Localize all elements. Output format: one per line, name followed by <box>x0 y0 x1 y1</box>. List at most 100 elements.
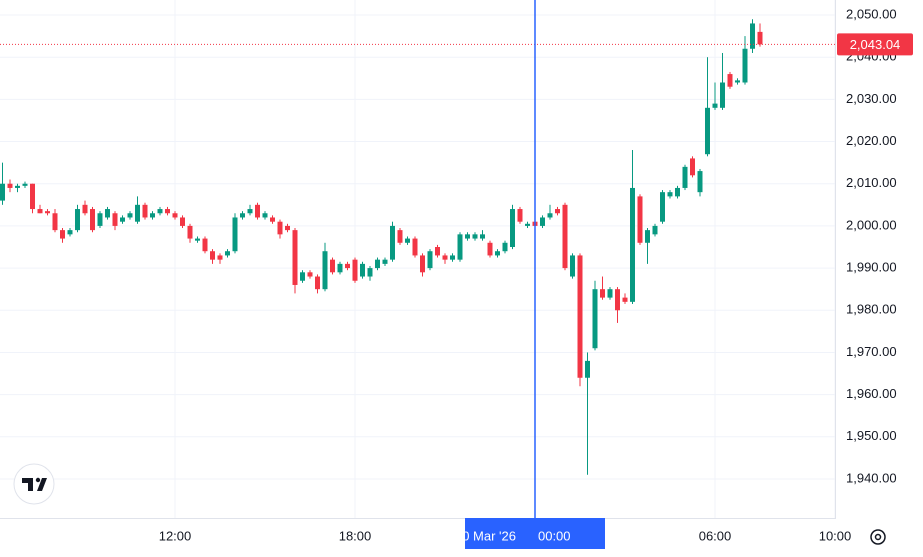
candle-body <box>577 255 583 378</box>
candle-body <box>37 209 43 214</box>
y-tick-label: 1,940.00 <box>846 470 897 485</box>
candle-body <box>554 209 560 214</box>
candle-body <box>472 234 478 239</box>
candle-body <box>607 289 613 298</box>
y-tick-label: 2,030.00 <box>846 91 897 106</box>
candle-body <box>412 238 418 256</box>
candle-body <box>239 213 245 218</box>
x-tick-label: 06:00 <box>699 528 732 543</box>
candle-body <box>314 276 320 290</box>
candle-body <box>164 209 170 214</box>
candle-body <box>614 289 620 311</box>
candle-body <box>329 259 335 273</box>
candle-body <box>217 255 223 260</box>
candle-body <box>157 209 163 214</box>
candle-body <box>697 171 703 193</box>
candle-body <box>22 183 28 186</box>
candle-body <box>127 213 133 218</box>
candle-body <box>67 230 73 235</box>
candle-body <box>457 234 463 260</box>
candle-body <box>449 255 455 260</box>
candle-body <box>419 255 425 273</box>
candle-body <box>82 204 88 214</box>
candle-body <box>284 225 290 231</box>
candle-body <box>277 221 283 235</box>
candle-body <box>622 297 628 302</box>
candle-body <box>44 211 50 214</box>
last-price-label: 2,043.04 <box>850 37 901 52</box>
crosshair-date: 30 Mar '26 <box>455 528 516 543</box>
y-tick-label: 1,970.00 <box>846 344 897 359</box>
candle-body <box>397 230 403 243</box>
candle-body <box>592 289 598 349</box>
candle-body <box>224 251 230 256</box>
candle-body <box>232 217 238 252</box>
candle-body <box>464 234 470 239</box>
y-tick-label: 2,000.00 <box>846 217 897 232</box>
candle-body <box>359 263 365 277</box>
candle-body <box>382 259 388 264</box>
candle-body <box>262 213 268 218</box>
candle-body <box>659 192 665 222</box>
overlay <box>0 0 835 518</box>
crosshair-time: 00:00 <box>538 528 571 543</box>
y-tick-label: 1,990.00 <box>846 260 897 275</box>
candle-body <box>637 196 643 243</box>
y-tick-label: 1,980.00 <box>846 302 897 317</box>
candle-body <box>187 225 193 239</box>
candle-body <box>547 213 553 218</box>
candle-body <box>194 238 200 241</box>
x-tick-label: 18:00 <box>339 528 372 543</box>
y-tick-label: 2,020.00 <box>846 133 897 148</box>
y-tick-label: 2,010.00 <box>846 175 897 190</box>
candle-body <box>254 204 260 218</box>
candle-body <box>479 234 485 239</box>
candle-body <box>584 360 590 378</box>
candle-body <box>0 183 5 201</box>
candle-body <box>427 251 433 269</box>
candle-body <box>682 166 688 188</box>
candle-body <box>202 238 208 252</box>
candle-body <box>367 268 373 277</box>
candle-body <box>562 204 568 269</box>
candle-body <box>209 251 215 260</box>
candle-body <box>674 187 680 197</box>
candle-body <box>389 225 395 260</box>
candle-body <box>442 255 448 260</box>
candle-body <box>494 251 500 256</box>
candle-body <box>629 187 635 302</box>
candle-body <box>14 185 20 188</box>
tv-logo[interactable] <box>13 463 55 505</box>
candle-body <box>757 31 763 45</box>
y-tick-label: 2,050.00 <box>846 6 897 21</box>
candle-body <box>374 259 380 269</box>
x-tick-label: 12:00 <box>159 528 192 543</box>
candle-body <box>119 217 125 222</box>
candle-body <box>352 259 358 281</box>
candle-body <box>704 107 710 155</box>
settings-icon[interactable] <box>870 529 886 545</box>
grid <box>0 0 836 518</box>
candle-body <box>307 272 313 277</box>
candle-body <box>149 213 155 218</box>
candle-body <box>112 213 118 226</box>
candle-body <box>142 204 148 218</box>
crosshair-label-bg <box>464 518 605 549</box>
candle-body <box>337 263 343 273</box>
candle-body <box>599 289 605 298</box>
candle-body <box>404 238 410 243</box>
candle-body <box>299 272 305 281</box>
candle-body <box>667 192 673 197</box>
candle-body <box>97 213 103 226</box>
candle-body <box>179 217 185 226</box>
candle-body <box>7 183 13 188</box>
candle-body <box>652 225 658 235</box>
candle-body <box>742 48 748 83</box>
candle-body <box>247 209 253 214</box>
y-tick-label: 1,960.00 <box>846 386 897 401</box>
candle-body <box>322 251 328 290</box>
candle-body <box>104 209 110 218</box>
